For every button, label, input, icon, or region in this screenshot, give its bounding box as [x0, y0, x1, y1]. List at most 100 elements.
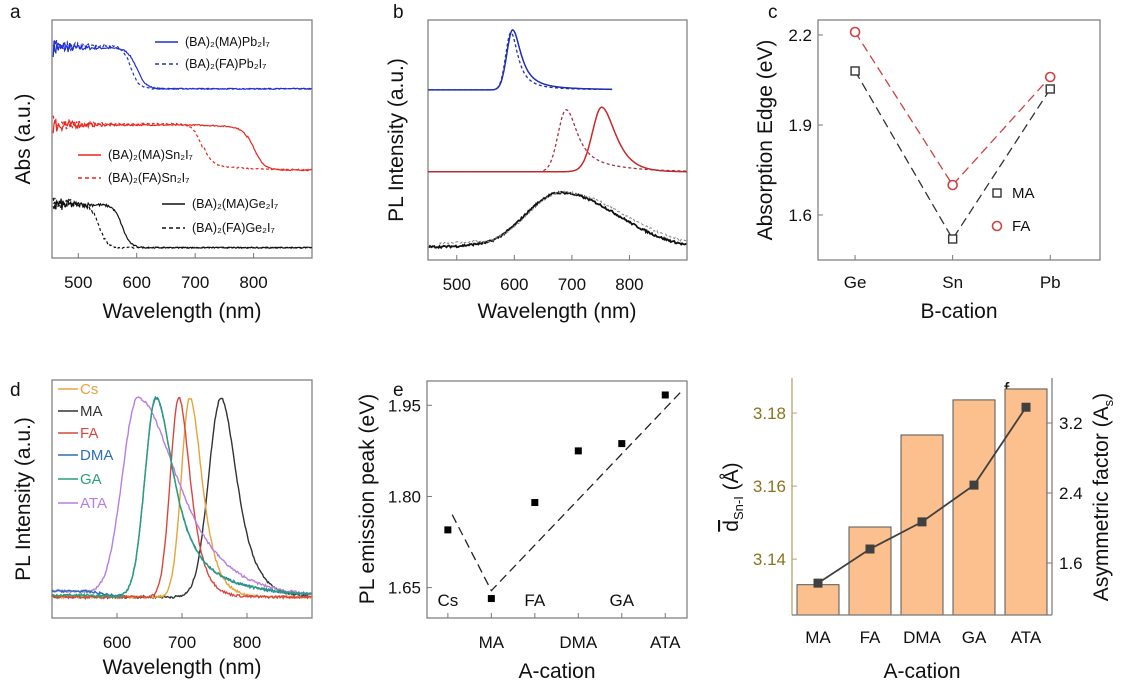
y-tick-label: 1.95	[388, 396, 421, 415]
subscript: s	[1101, 399, 1116, 406]
y-tick-label: 1.80	[388, 487, 421, 506]
data-point	[865, 544, 875, 554]
bar	[796, 584, 840, 616]
legend-marker	[992, 188, 1002, 198]
series-line	[52, 39, 312, 91]
y-tick-label: 1.6	[788, 206, 812, 225]
y-tick-label-right: 3.2	[1059, 414, 1083, 433]
d-symbol: d	[720, 520, 743, 532]
data-point	[849, 26, 861, 38]
x-tick-label: 700	[181, 273, 209, 292]
series-line	[52, 198, 312, 250]
legend-label: FA	[1012, 218, 1030, 235]
legend-label: FA	[80, 425, 98, 442]
x-tick-label: GA	[962, 628, 987, 647]
data-point	[850, 66, 860, 76]
data-point	[813, 578, 823, 588]
data-point	[487, 595, 495, 603]
series-line	[428, 106, 687, 173]
x-tick-label: 700	[558, 275, 586, 294]
data-point	[947, 179, 958, 191]
y-tick-label-right: 2.4	[1059, 484, 1083, 503]
series-line	[428, 29, 612, 91]
subscript: Sn-I	[731, 496, 746, 520]
x-axis-title: A-cation	[518, 660, 595, 683]
x-tick-label: Ge	[844, 273, 867, 292]
x-tick-label: 500	[443, 275, 471, 294]
legend-label: Cs	[80, 381, 98, 398]
plot-frame	[51, 19, 313, 259]
legend-label: DMA	[80, 447, 113, 464]
y-axis-title-right: Asymmetric factor (As)	[1090, 393, 1116, 601]
plot-frame	[817, 19, 1101, 261]
legend-marker	[991, 220, 1003, 232]
x-tick-label: MA	[805, 628, 831, 647]
x-axis-title: B-cation	[920, 300, 997, 323]
data-point	[444, 526, 452, 534]
legend-label: (BA)₂(FA)Sn₂I₇	[108, 171, 189, 185]
x-tick-label: MA	[479, 633, 505, 652]
series-line	[52, 197, 312, 250]
trend-line	[451, 389, 684, 592]
x-axis-title: A-cation	[883, 660, 960, 683]
data-point	[917, 517, 927, 527]
x-tick-label: ATA	[650, 633, 681, 652]
panel-label: e	[393, 380, 404, 401]
series-line	[52, 115, 312, 171]
data-point	[1021, 402, 1031, 412]
plot-frame	[427, 19, 688, 261]
y-axis-title-left: dSn-I (Å)	[720, 462, 746, 531]
legend-label: ATA	[80, 495, 107, 512]
y-tick-label-left: 3.16	[753, 477, 786, 496]
data-point	[947, 234, 958, 244]
x-tick-label: Pb	[1040, 273, 1061, 292]
series-line	[428, 190, 687, 250]
legend-label: (BA)₂(MA)Sn₂I₇	[108, 148, 193, 162]
series-line	[52, 40, 312, 91]
x-axis-title: Wavelength (nm)	[102, 300, 261, 323]
legend-label: (BA)₂(MA)Pb₂I₇	[185, 35, 270, 49]
panel-label: a	[10, 2, 21, 23]
x-axis-title: Wavelength (nm)	[102, 656, 261, 679]
x-tick-label: GA	[610, 591, 635, 610]
x-tick-label: 600	[103, 633, 131, 652]
y-tick-label: 1.65	[388, 579, 421, 598]
series-line	[51, 397, 312, 599]
legend-label: (BA)₂(MA)Ge₂I₇	[192, 197, 278, 211]
x-tick-label: 600	[500, 275, 528, 294]
y-axis-title: PL Intensity (a.u.)	[385, 58, 408, 222]
data-point	[969, 480, 979, 490]
legend-label: (BA)₂(FA)Ge₂I₇	[192, 221, 275, 235]
legend-label: MA	[1012, 185, 1035, 202]
label-end: )	[1090, 393, 1113, 400]
data-point	[1045, 84, 1055, 94]
x-tick-label: Cs	[437, 591, 458, 610]
series-line	[430, 31, 613, 91]
x-tick-label: 500	[64, 273, 92, 292]
legend-label: MA	[80, 403, 103, 420]
x-tick-label: DMA	[903, 628, 941, 647]
y-tick-label: 2.2	[788, 26, 812, 45]
x-axis-title: Wavelength (nm)	[477, 300, 636, 323]
x-tick-label: Sn	[942, 273, 963, 292]
x-tick-label: 700	[168, 633, 196, 652]
data-point	[618, 440, 626, 448]
panel-label: c	[768, 2, 778, 23]
y-axis-title: Absorption Edge (eV)	[754, 40, 777, 241]
data-point	[531, 499, 539, 507]
x-tick-label: DMA	[559, 633, 597, 652]
series-line	[51, 396, 313, 596]
panel-label: d	[10, 380, 21, 401]
series-line	[854, 31, 1051, 187]
x-tick-label: FA	[524, 591, 545, 610]
y-tick-label-left: 3.14	[753, 550, 786, 569]
panel-label: b	[393, 2, 404, 23]
x-tick-label: FA	[860, 628, 881, 647]
bar	[952, 399, 996, 616]
y-tick-label-left: 3.18	[753, 404, 786, 423]
y-axis-title: PL emission peak (eV)	[356, 394, 379, 604]
x-tick-label: ATA	[1011, 628, 1042, 647]
legend-label: GA	[80, 471, 102, 488]
plot-frame	[426, 380, 688, 619]
